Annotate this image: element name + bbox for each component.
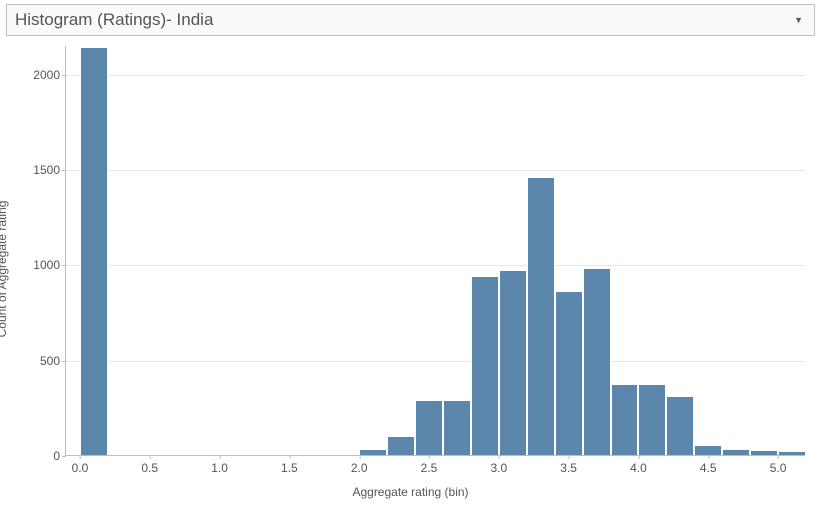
y-axis-label: Count of Aggregate rating [0, 200, 9, 337]
histogram-bar[interactable] [778, 451, 806, 455]
y-tick-label: 2000 [33, 68, 66, 82]
histogram-bar[interactable] [443, 400, 471, 455]
y-tick-label: 1500 [33, 163, 66, 177]
histogram-bar[interactable] [415, 400, 443, 455]
histogram-bar[interactable] [666, 396, 694, 455]
histogram-bar[interactable] [471, 276, 499, 455]
x-tick-label: 0.5 [141, 455, 158, 475]
histogram-bar[interactable] [359, 449, 387, 455]
histogram-bar[interactable] [611, 384, 639, 455]
x-tick-label: 3.0 [490, 455, 507, 475]
histogram-bar[interactable] [583, 268, 611, 455]
x-tick-label: 4.0 [630, 455, 647, 475]
histogram-bar[interactable] [527, 177, 555, 455]
histogram-bar[interactable] [80, 47, 108, 455]
histogram-bar[interactable] [722, 449, 750, 455]
chart-container: Count of Aggregate rating Aggregate rati… [0, 36, 821, 501]
y-tick-label: 1000 [33, 258, 66, 272]
gridline [66, 170, 805, 171]
x-tick-label: 2.5 [421, 455, 438, 475]
histogram-bar[interactable] [387, 436, 415, 455]
histogram-bar[interactable] [638, 384, 666, 455]
x-tick-label: 4.5 [700, 455, 717, 475]
histogram-bar[interactable] [694, 445, 722, 455]
gridline [66, 265, 805, 266]
x-tick-label: 1.0 [211, 455, 228, 475]
histogram-bar[interactable] [750, 450, 778, 455]
plot-area: 05001000150020000.00.51.01.52.02.53.03.5… [65, 46, 805, 456]
y-tick-label: 500 [40, 354, 66, 368]
x-tick-label: 3.5 [560, 455, 577, 475]
gridline [66, 361, 805, 362]
chart-title: Histogram (Ratings)- India [15, 10, 213, 30]
x-tick-label: 1.5 [281, 455, 298, 475]
x-tick-label: 0.0 [72, 455, 89, 475]
x-tick-label: 2.0 [351, 455, 368, 475]
y-tick-label: 0 [53, 449, 66, 463]
x-axis-label: Aggregate rating (bin) [352, 485, 468, 499]
histogram-bar[interactable] [331, 454, 359, 455]
gridline [66, 75, 805, 76]
title-bar: Histogram (Ratings)- India ▼ [6, 4, 815, 36]
histogram-bar[interactable] [499, 270, 527, 455]
x-tick-label: 5.0 [770, 455, 787, 475]
title-dropdown-icon[interactable]: ▼ [791, 14, 806, 26]
histogram-bar[interactable] [555, 291, 583, 455]
